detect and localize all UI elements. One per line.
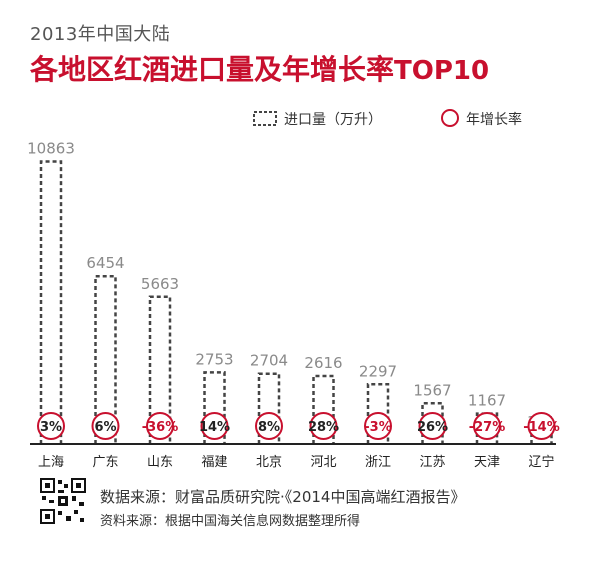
growth-circle <box>255 412 283 440</box>
category-label: 天津 <box>474 455 500 470</box>
growth-rate-label: 8% <box>258 420 280 435</box>
volume-value-label: 2616 <box>304 354 342 372</box>
category-label: 河北 <box>310 455 336 470</box>
bars-group: 10863 3% 上海 6454 6% 广东 5663 -36% 山东 2753 14% 福建 2704… <box>27 140 560 470</box>
volume-bar <box>148 295 172 444</box>
volume-value-label: 2704 <box>250 352 288 370</box>
legend-volume-label: 进口量（万升） <box>284 112 382 128</box>
volume-value-label: 1567 <box>413 381 451 399</box>
chart-subtitle: 2013年中国大陆 <box>30 24 171 45</box>
growth-circle <box>37 412 65 440</box>
growth-circle <box>200 412 229 440</box>
legend-volume-swatch <box>253 111 277 126</box>
growth-circle <box>418 412 447 440</box>
category-label: 上海 <box>38 455 64 470</box>
growth-rate-label: 3% <box>40 420 62 435</box>
chart-title-suffix: TOP10 <box>394 56 490 86</box>
legend-growth-swatch <box>441 109 459 127</box>
growth-rate-label: -3% <box>364 420 391 435</box>
growth-rate-label: -27% <box>469 420 506 435</box>
growth-rate-label: 28% <box>308 420 339 435</box>
growth-rate-label: -14% <box>523 420 560 435</box>
volume-value-label: 6454 <box>86 254 124 272</box>
volume-bar <box>312 374 335 444</box>
growth-circle <box>146 412 174 440</box>
chart-title: 各地区红酒进口量及年增长率TOP10 <box>30 48 489 88</box>
volume-value-label: 1167 <box>468 392 506 410</box>
chart-title-main: 各地区红酒进口量及年增长率 <box>30 53 395 86</box>
category-label: 江苏 <box>419 454 445 470</box>
volume-bar <box>421 402 444 444</box>
volume-value-label: 5663 <box>141 275 179 293</box>
growth-rate-label: 14% <box>199 420 230 435</box>
growth-rate-label: 26% <box>417 420 448 435</box>
category-label: 福建 <box>201 455 227 470</box>
qr-code-icon <box>40 478 86 524</box>
category-label: 辽宁 <box>528 454 554 470</box>
volume-bar <box>257 372 281 444</box>
growth-rate-label: -36% <box>142 420 179 435</box>
growth-circle <box>527 412 556 440</box>
volume-bar <box>94 274 117 444</box>
volume-bar <box>39 160 63 444</box>
volume-bar <box>203 371 226 444</box>
volume-value-label: 10863 <box>27 140 75 158</box>
volume-value-label: 2753 <box>195 350 233 368</box>
growth-circle <box>309 412 338 440</box>
legend: 进口量（万升） 年增长率 <box>253 109 522 128</box>
growth-circle <box>364 412 392 440</box>
legend-growth-label: 年增长率 <box>466 111 522 128</box>
volume-value-label: 2297 <box>359 362 397 380</box>
data-source-secondary: 资料来源：根据中国海关信息网数据整理所得 <box>100 514 361 529</box>
volume-bar <box>366 383 390 444</box>
data-source-primary: 数据来源：财富品质研究院·《2014中国高端红酒报告》 <box>100 488 466 506</box>
growth-circle <box>91 412 120 440</box>
growth-circle <box>473 412 501 440</box>
category-label: 北京 <box>256 455 282 470</box>
category-label: 广东 <box>92 455 118 470</box>
growth-rate-label: 6% <box>94 420 116 435</box>
category-label: 浙江 <box>365 455 391 470</box>
category-label: 山东 <box>147 455 173 470</box>
